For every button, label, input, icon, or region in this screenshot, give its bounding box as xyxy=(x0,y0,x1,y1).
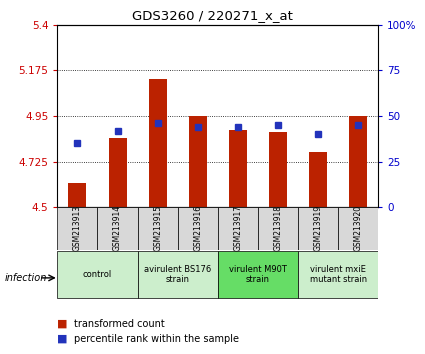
Text: GSM213915: GSM213915 xyxy=(153,205,162,251)
Text: infection: infection xyxy=(4,273,47,283)
Bar xyxy=(138,251,218,298)
Bar xyxy=(218,207,258,250)
Text: percentile rank within the sample: percentile rank within the sample xyxy=(74,334,238,344)
Bar xyxy=(338,207,378,250)
Text: avirulent BS176
strain: avirulent BS176 strain xyxy=(144,265,211,284)
Text: GSM213916: GSM213916 xyxy=(193,205,202,251)
Bar xyxy=(97,207,138,250)
Bar xyxy=(258,207,298,250)
Text: GSM213920: GSM213920 xyxy=(354,205,363,251)
Bar xyxy=(108,138,127,207)
Text: ■: ■ xyxy=(57,334,68,344)
Text: ■: ■ xyxy=(57,319,68,329)
Bar xyxy=(349,116,367,207)
Text: GSM213914: GSM213914 xyxy=(113,205,122,251)
Bar xyxy=(298,251,378,298)
Bar xyxy=(218,251,298,298)
Bar xyxy=(298,207,338,250)
Text: transformed count: transformed count xyxy=(74,319,164,329)
Text: GSM213913: GSM213913 xyxy=(73,205,82,251)
Text: virulent mxiE
mutant strain: virulent mxiE mutant strain xyxy=(309,265,367,284)
Bar xyxy=(189,116,207,207)
Bar xyxy=(57,207,97,250)
Text: GSM213919: GSM213919 xyxy=(314,205,323,251)
Bar xyxy=(178,207,218,250)
Bar xyxy=(269,132,287,207)
Bar xyxy=(149,80,167,207)
Text: GSM213918: GSM213918 xyxy=(273,205,283,251)
Text: control: control xyxy=(83,270,112,279)
Text: virulent M90T
strain: virulent M90T strain xyxy=(229,265,287,284)
Bar xyxy=(68,183,86,207)
Bar xyxy=(229,130,247,207)
Bar xyxy=(138,207,178,250)
Bar xyxy=(57,251,138,298)
Text: GDS3260 / 220271_x_at: GDS3260 / 220271_x_at xyxy=(132,9,293,22)
Bar xyxy=(309,153,327,207)
Text: GSM213917: GSM213917 xyxy=(233,205,242,251)
